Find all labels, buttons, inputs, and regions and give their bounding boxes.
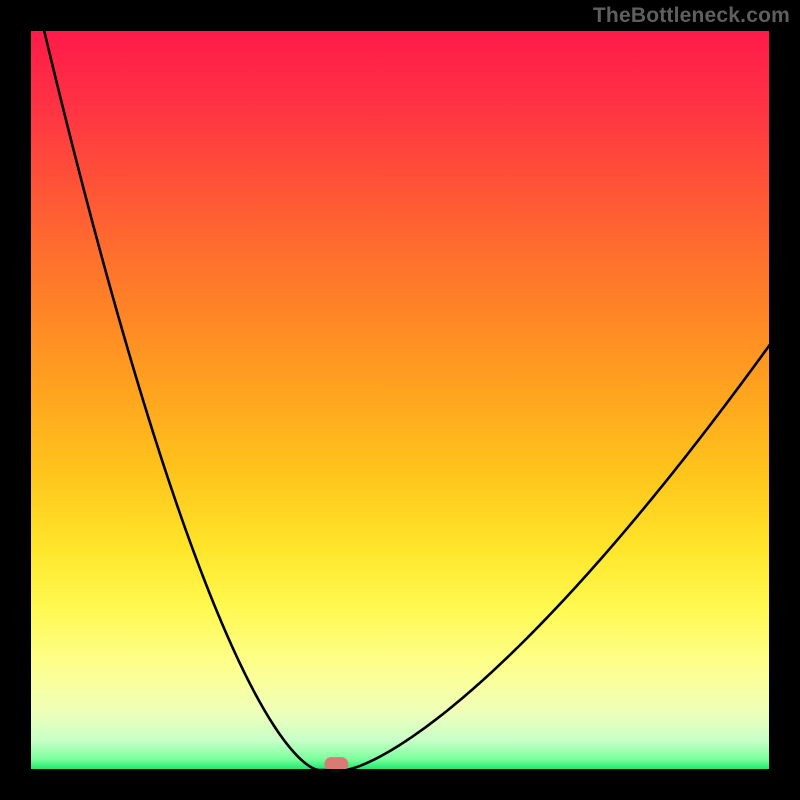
watermark-text: TheBottleneck.com [593, 4, 790, 28]
chart-frame: { "watermark": { "text": "TheBottleneck.… [0, 0, 800, 800]
optimum-marker [324, 757, 348, 771]
plot-background-gradient [30, 30, 770, 770]
bottleneck-chart [0, 0, 800, 800]
